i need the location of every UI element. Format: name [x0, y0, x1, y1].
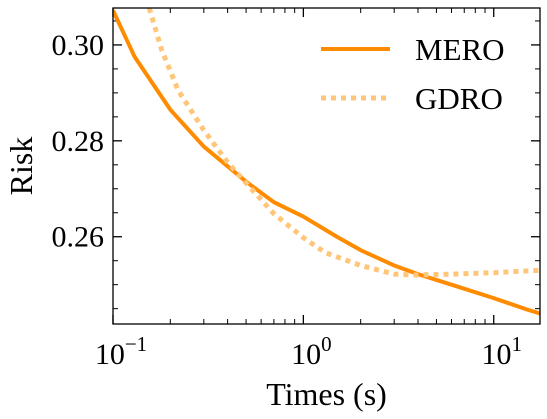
y-tick-label: 0.28: [52, 125, 105, 158]
minor-ticks: [113, 8, 540, 324]
x-tick-label: 101: [481, 332, 522, 371]
x-axis-label: Times (s): [266, 376, 387, 412]
x-tick-base: 10: [481, 338, 511, 371]
y-axis-label: Risk: [3, 137, 39, 196]
x-tick-exponent: 0: [321, 332, 332, 356]
x-tick-exponent: 1: [511, 332, 522, 356]
series-layer: [113, 8, 540, 316]
y-tick-label: 0.26: [52, 221, 105, 254]
legend-label-gdro: GDRO: [415, 81, 503, 116]
legend: MERO GDRO: [321, 32, 505, 116]
series-line-mero: [113, 9, 540, 316]
series-line-gdro: [146, 8, 540, 278]
plot-frame: [112, 7, 541, 325]
y-tick-label: 0.30: [52, 29, 105, 62]
x-tick-label: 10−1: [95, 332, 147, 371]
x-tick-exponent: −1: [125, 332, 147, 356]
y-tick-labels: 0.26 0.28 0.30: [52, 29, 105, 254]
x-tick-base: 10: [95, 338, 125, 371]
x-tick-base: 10: [291, 338, 321, 371]
legend-label-mero: MERO: [415, 32, 505, 67]
x-tick-label: 100: [291, 332, 332, 371]
x-tick-labels: 10−1 100 101: [95, 332, 522, 371]
